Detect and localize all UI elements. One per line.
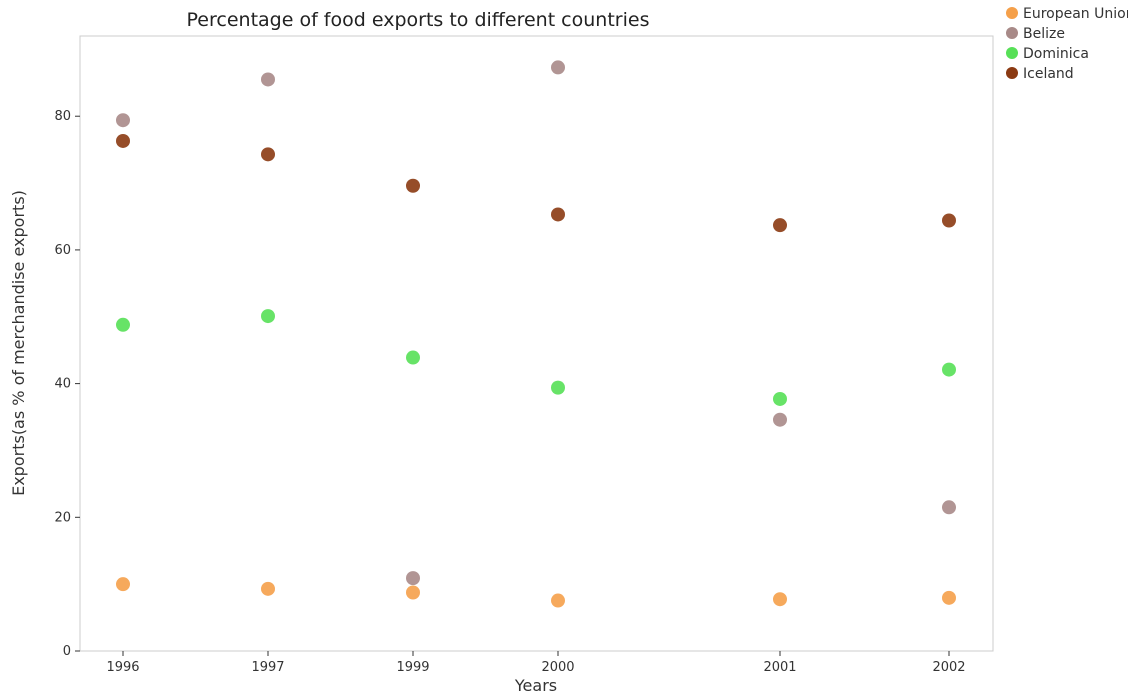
x-tick-label: 2002 [932, 660, 965, 675]
y-tick-label: 20 [54, 510, 71, 525]
y-axis-label: Exports(as % of merchandise exports) [9, 190, 28, 496]
legend-marker-dominica [1006, 47, 1018, 59]
legend-label-dominica: Dominica [1023, 46, 1089, 62]
legend-marker-european-union [1006, 7, 1018, 19]
point-iceland-2001 [773, 218, 787, 233]
point-european-union-2000 [551, 593, 565, 608]
point-iceland-1997 [261, 147, 275, 162]
legend-label-european-union: European Union [1023, 6, 1128, 22]
data-points [116, 60, 956, 608]
x-tick-label: 1997 [251, 660, 284, 675]
point-belize-1997 [261, 72, 275, 87]
point-iceland-1996 [116, 133, 130, 148]
y-tick-label: 0 [63, 644, 71, 659]
point-iceland-2002 [942, 213, 956, 228]
chart-title: Percentage of food exports to different … [187, 9, 650, 31]
point-belize-1999 [406, 571, 420, 586]
x-tick-label: 2000 [541, 660, 574, 675]
y-tick-label: 80 [54, 109, 71, 124]
legend-marker-belize [1006, 27, 1018, 39]
point-belize-1996 [116, 113, 130, 128]
point-iceland-2000 [551, 207, 565, 222]
point-dominica-1997 [261, 309, 275, 324]
point-dominica-2001 [773, 391, 787, 406]
plot-area [79, 35, 994, 652]
point-dominica-1999 [406, 350, 420, 365]
legend: European Union Belize Dominica Iceland [1006, 6, 1128, 82]
point-european-union-1996 [116, 577, 130, 592]
y-tick-label: 60 [54, 243, 71, 258]
point-dominica-2002 [942, 362, 956, 377]
point-european-union-2002 [942, 590, 956, 605]
legend-label-iceland: Iceland [1023, 66, 1074, 82]
legend-marker-iceland [1006, 67, 1018, 79]
x-tick-label: 1996 [106, 660, 139, 675]
x-axis-ticks: 1996 1997 1999 2000 2001 2002 [106, 651, 966, 675]
y-tick-label: 40 [54, 377, 71, 392]
point-belize-2001 [773, 412, 787, 427]
point-european-union-1999 [406, 585, 420, 600]
point-belize-2002 [942, 500, 956, 515]
point-european-union-2001 [773, 592, 787, 607]
point-dominica-2000 [551, 380, 565, 395]
point-iceland-1999 [406, 178, 420, 193]
point-european-union-1997 [261, 581, 275, 596]
x-axis-label: Years [514, 676, 557, 695]
x-tick-label: 2001 [763, 660, 796, 675]
y-axis-ticks: 0 20 40 60 80 [54, 109, 80, 659]
legend-label-belize: Belize [1023, 26, 1065, 42]
x-tick-label: 1999 [396, 660, 429, 675]
point-belize-2000 [551, 60, 565, 75]
point-dominica-1996 [116, 317, 130, 332]
